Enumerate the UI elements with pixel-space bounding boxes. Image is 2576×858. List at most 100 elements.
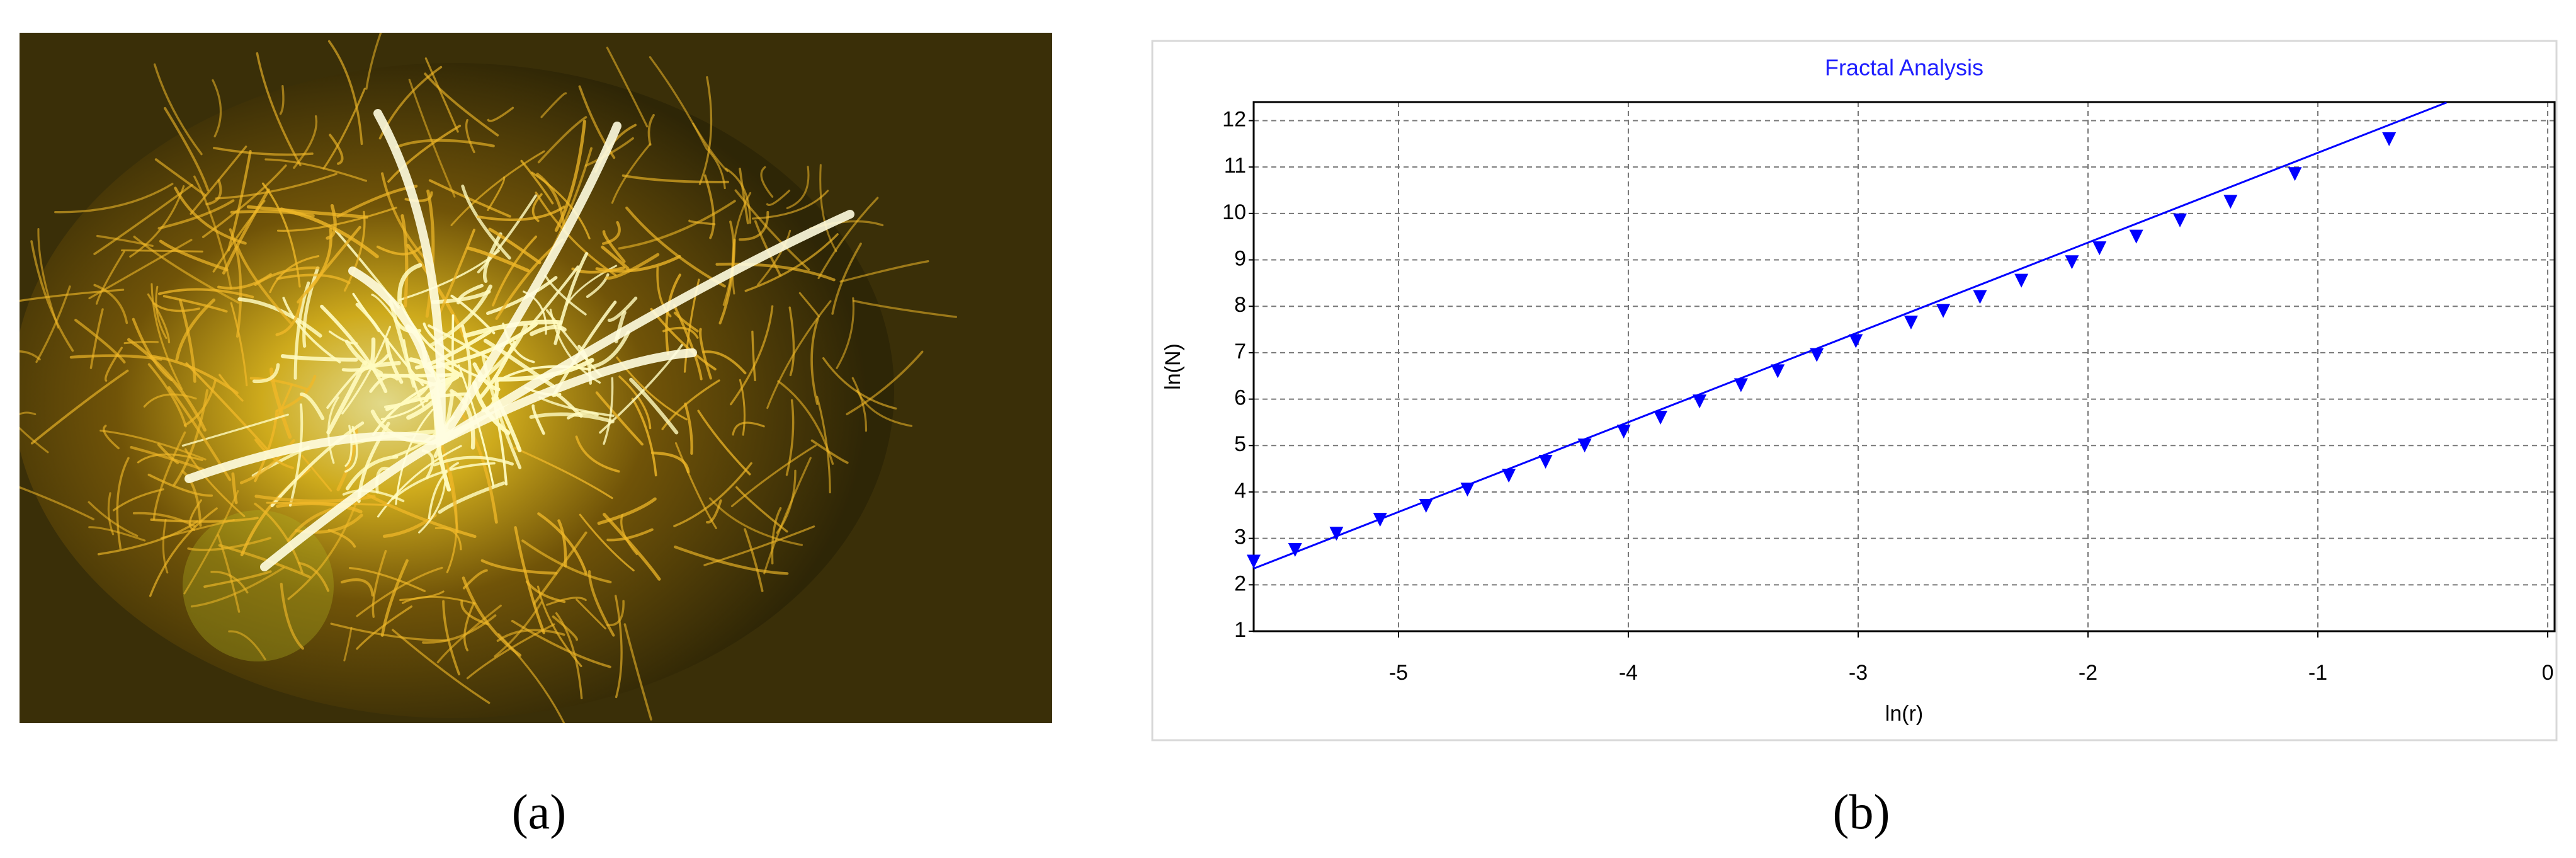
strand: [788, 306, 795, 377]
point: [1904, 316, 1918, 329]
strand: [149, 507, 218, 597]
chart-frame: [1151, 40, 2558, 741]
strand: [302, 266, 320, 348]
strand: [480, 559, 558, 575]
strand: [252, 363, 280, 384]
strand: [520, 159, 554, 205]
y-tick-label: 8: [1234, 293, 1246, 317]
strand: [606, 47, 649, 128]
strand: [732, 421, 765, 436]
strand: [246, 205, 369, 219]
branch: [184, 432, 445, 483]
strand: [215, 173, 338, 200]
strand: [553, 251, 589, 345]
branch: [436, 122, 621, 445]
strand: [785, 399, 795, 476]
strand: [74, 319, 126, 364]
strand: [688, 219, 716, 226]
strand: [266, 501, 390, 506]
strand: [552, 300, 617, 398]
strand: [203, 570, 272, 588]
strand: [143, 393, 197, 408]
strand: [183, 489, 239, 595]
strand: [597, 497, 657, 525]
strand: [344, 425, 353, 467]
strand: [130, 445, 205, 471]
strand: [181, 470, 202, 527]
strand: [766, 190, 791, 206]
point: [1247, 554, 1261, 569]
strand: [397, 263, 423, 305]
strand: [356, 566, 443, 617]
strand: [147, 363, 187, 428]
strand: [231, 472, 238, 505]
strand: [375, 466, 390, 494]
strand: [735, 486, 788, 533]
strand: [298, 562, 330, 592]
strand: [589, 330, 630, 369]
strand: [418, 481, 446, 534]
strand: [615, 595, 623, 699]
strand: [20, 486, 95, 520]
strand: [352, 292, 424, 387]
x-tick-label: -2: [2079, 661, 2097, 685]
point: [1460, 483, 1475, 497]
strand: [380, 559, 409, 637]
strand: [621, 174, 729, 183]
strand: [425, 189, 435, 318]
branch: [348, 266, 445, 445]
strand: [391, 462, 496, 500]
glow: [20, 63, 894, 718]
strand: [400, 214, 409, 308]
caption: (b): [1833, 784, 1890, 839]
strand: [320, 304, 388, 394]
strand: [819, 164, 837, 253]
x-tick-label: -1: [2308, 661, 2327, 685]
strand: [95, 250, 125, 305]
strand: [497, 365, 591, 382]
strand: [365, 33, 382, 90]
strand: [734, 189, 810, 271]
x-tick-label: 0: [2542, 661, 2554, 685]
strand: [280, 207, 379, 258]
strand: [786, 166, 810, 210]
point: [2092, 241, 2107, 256]
y-tick-label: 6: [1234, 386, 1246, 410]
y-tick-label: 11: [1224, 154, 1246, 178]
strand: [287, 498, 358, 600]
strand: [477, 194, 537, 273]
strand: [705, 147, 726, 190]
strand: [739, 168, 749, 225]
strand: [193, 175, 232, 290]
strand: [760, 166, 774, 198]
point: [2288, 167, 2302, 181]
strand: [344, 340, 383, 375]
strand: [650, 307, 717, 371]
strand: [175, 298, 216, 361]
strand: [460, 600, 489, 626]
strand: [327, 529, 356, 548]
strand: [438, 228, 475, 316]
strand: [273, 384, 293, 423]
point: [2382, 132, 2397, 146]
strand: [625, 206, 726, 288]
strand: [30, 369, 129, 445]
point: [1849, 334, 1863, 348]
strand: [722, 220, 735, 306]
chart-title: Fractal Analysis: [1825, 55, 1983, 81]
strand: [511, 619, 611, 668]
strand: [280, 354, 358, 362]
strand: [576, 598, 606, 630]
strand: [706, 499, 722, 523]
x-axis-label: ln(r): [1885, 702, 1923, 726]
caption: (a): [512, 784, 567, 839]
strand: [162, 518, 169, 574]
strand: [730, 444, 817, 508]
strand: [153, 63, 203, 156]
strand: [456, 283, 484, 305]
strand: [157, 199, 235, 230]
strand: [282, 297, 341, 363]
strand: [601, 220, 621, 245]
strand: [157, 443, 179, 464]
strand: [521, 539, 612, 584]
